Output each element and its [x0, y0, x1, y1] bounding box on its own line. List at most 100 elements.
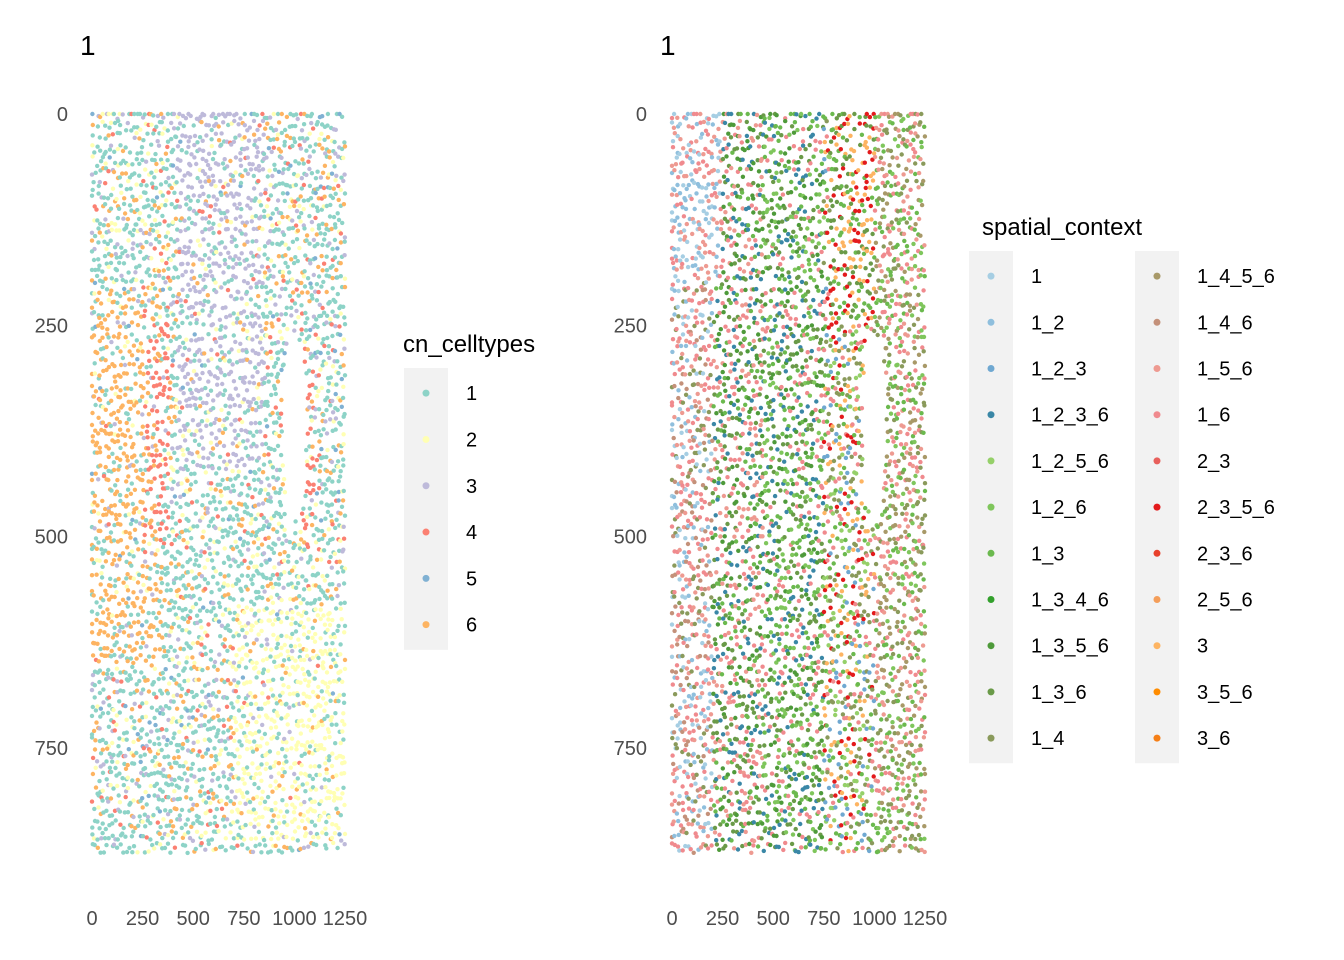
scatter-point — [671, 125, 677, 130]
scatter-point — [134, 265, 139, 270]
scatter-point — [312, 713, 317, 718]
scatter-point — [157, 221, 162, 227]
scatter-point — [341, 569, 346, 574]
scatter-point — [211, 715, 216, 720]
scatter-point — [284, 305, 289, 310]
scatter-point — [129, 386, 134, 392]
scatter-point — [739, 140, 744, 145]
scatter-point — [250, 660, 255, 665]
scatter-point — [290, 616, 295, 621]
scatter-point — [188, 471, 194, 477]
scatter-point — [200, 261, 205, 266]
scatter-point — [245, 573, 250, 579]
scatter-point — [201, 322, 206, 327]
scatter-point — [161, 676, 166, 681]
scatter-point — [131, 660, 136, 666]
scatter-point — [338, 538, 343, 543]
scatter-point — [310, 456, 315, 461]
scatter-point — [210, 322, 216, 327]
scatter-point — [92, 204, 97, 209]
scatter-point — [251, 441, 256, 447]
scatter-point — [836, 132, 841, 137]
scatter-point — [311, 272, 316, 278]
scatter-point — [121, 850, 126, 855]
scatter-point — [157, 382, 163, 387]
scatter-point — [332, 255, 338, 260]
x-tick-label: 250 — [126, 908, 159, 930]
scatter-point — [251, 775, 257, 781]
scatter-point — [97, 315, 102, 320]
scatter-point — [341, 692, 346, 697]
scatter-point — [144, 458, 149, 464]
scatter-point — [166, 451, 171, 456]
scatter-point — [326, 381, 332, 386]
scatter-point — [299, 290, 305, 295]
scatter-point — [681, 146, 686, 151]
scatter-point — [208, 766, 213, 771]
scatter-point — [169, 120, 174, 126]
scatter-point — [106, 335, 111, 340]
scatter-point — [272, 293, 277, 298]
scatter-point — [104, 592, 109, 597]
scatter-point — [334, 806, 339, 811]
scatter-point — [300, 666, 305, 672]
scatter-point — [313, 631, 318, 637]
scatter-point — [201, 446, 206, 451]
scatter-point — [324, 641, 329, 646]
scatter-point — [203, 385, 208, 391]
scatter-point — [677, 151, 682, 157]
scatter-point — [898, 113, 903, 118]
scatter-point — [165, 230, 171, 235]
scatter-point — [342, 239, 347, 244]
scatter-point — [172, 777, 177, 783]
scatter-point — [283, 253, 288, 258]
scatter-point — [174, 654, 180, 659]
scatter-point — [307, 717, 312, 723]
scatter-point — [130, 233, 135, 238]
scatter-point — [114, 613, 120, 619]
scatter-point — [275, 136, 280, 142]
scatter-point — [172, 450, 177, 455]
scatter-point — [228, 762, 234, 768]
scatter-point — [109, 227, 115, 232]
scatter-point — [240, 348, 245, 353]
scatter-point — [136, 216, 142, 222]
scatter-point — [250, 623, 255, 629]
scatter-point — [278, 149, 284, 154]
scatter-point — [121, 216, 126, 221]
scatter-point — [176, 661, 182, 666]
scatter-point — [89, 305, 95, 310]
scatter-point — [123, 529, 128, 535]
scatter-point — [261, 314, 267, 319]
scatter-point — [322, 231, 328, 237]
scatter-point — [148, 465, 153, 470]
scatter-point — [156, 633, 162, 638]
scatter-point — [268, 495, 273, 500]
scatter-point — [248, 691, 253, 696]
scatter-point — [231, 634, 236, 639]
scatter-point — [279, 610, 284, 615]
scatter-point — [224, 314, 229, 320]
scatter-point — [341, 524, 346, 529]
scatter-point — [302, 226, 307, 231]
scatter-point — [309, 219, 315, 225]
scatter-point — [134, 277, 139, 283]
scatter-point — [313, 176, 319, 181]
scatter-point — [125, 572, 130, 577]
scatter-point — [144, 700, 149, 705]
scatter-point — [190, 807, 195, 812]
scatter-point — [233, 254, 238, 259]
scatter-point — [899, 152, 904, 157]
scatter-point — [238, 163, 244, 168]
scatter-point — [234, 243, 239, 249]
scatter-point — [106, 724, 112, 729]
scatter-point — [333, 741, 338, 746]
scatter-point — [162, 219, 167, 224]
scatter-point — [222, 358, 228, 363]
scatter-point — [186, 139, 191, 144]
scatter-point — [270, 223, 275, 228]
scatter-point — [304, 233, 310, 238]
scatter-point — [213, 131, 219, 136]
scatter-point — [130, 778, 135, 783]
scatter-point — [248, 430, 253, 435]
